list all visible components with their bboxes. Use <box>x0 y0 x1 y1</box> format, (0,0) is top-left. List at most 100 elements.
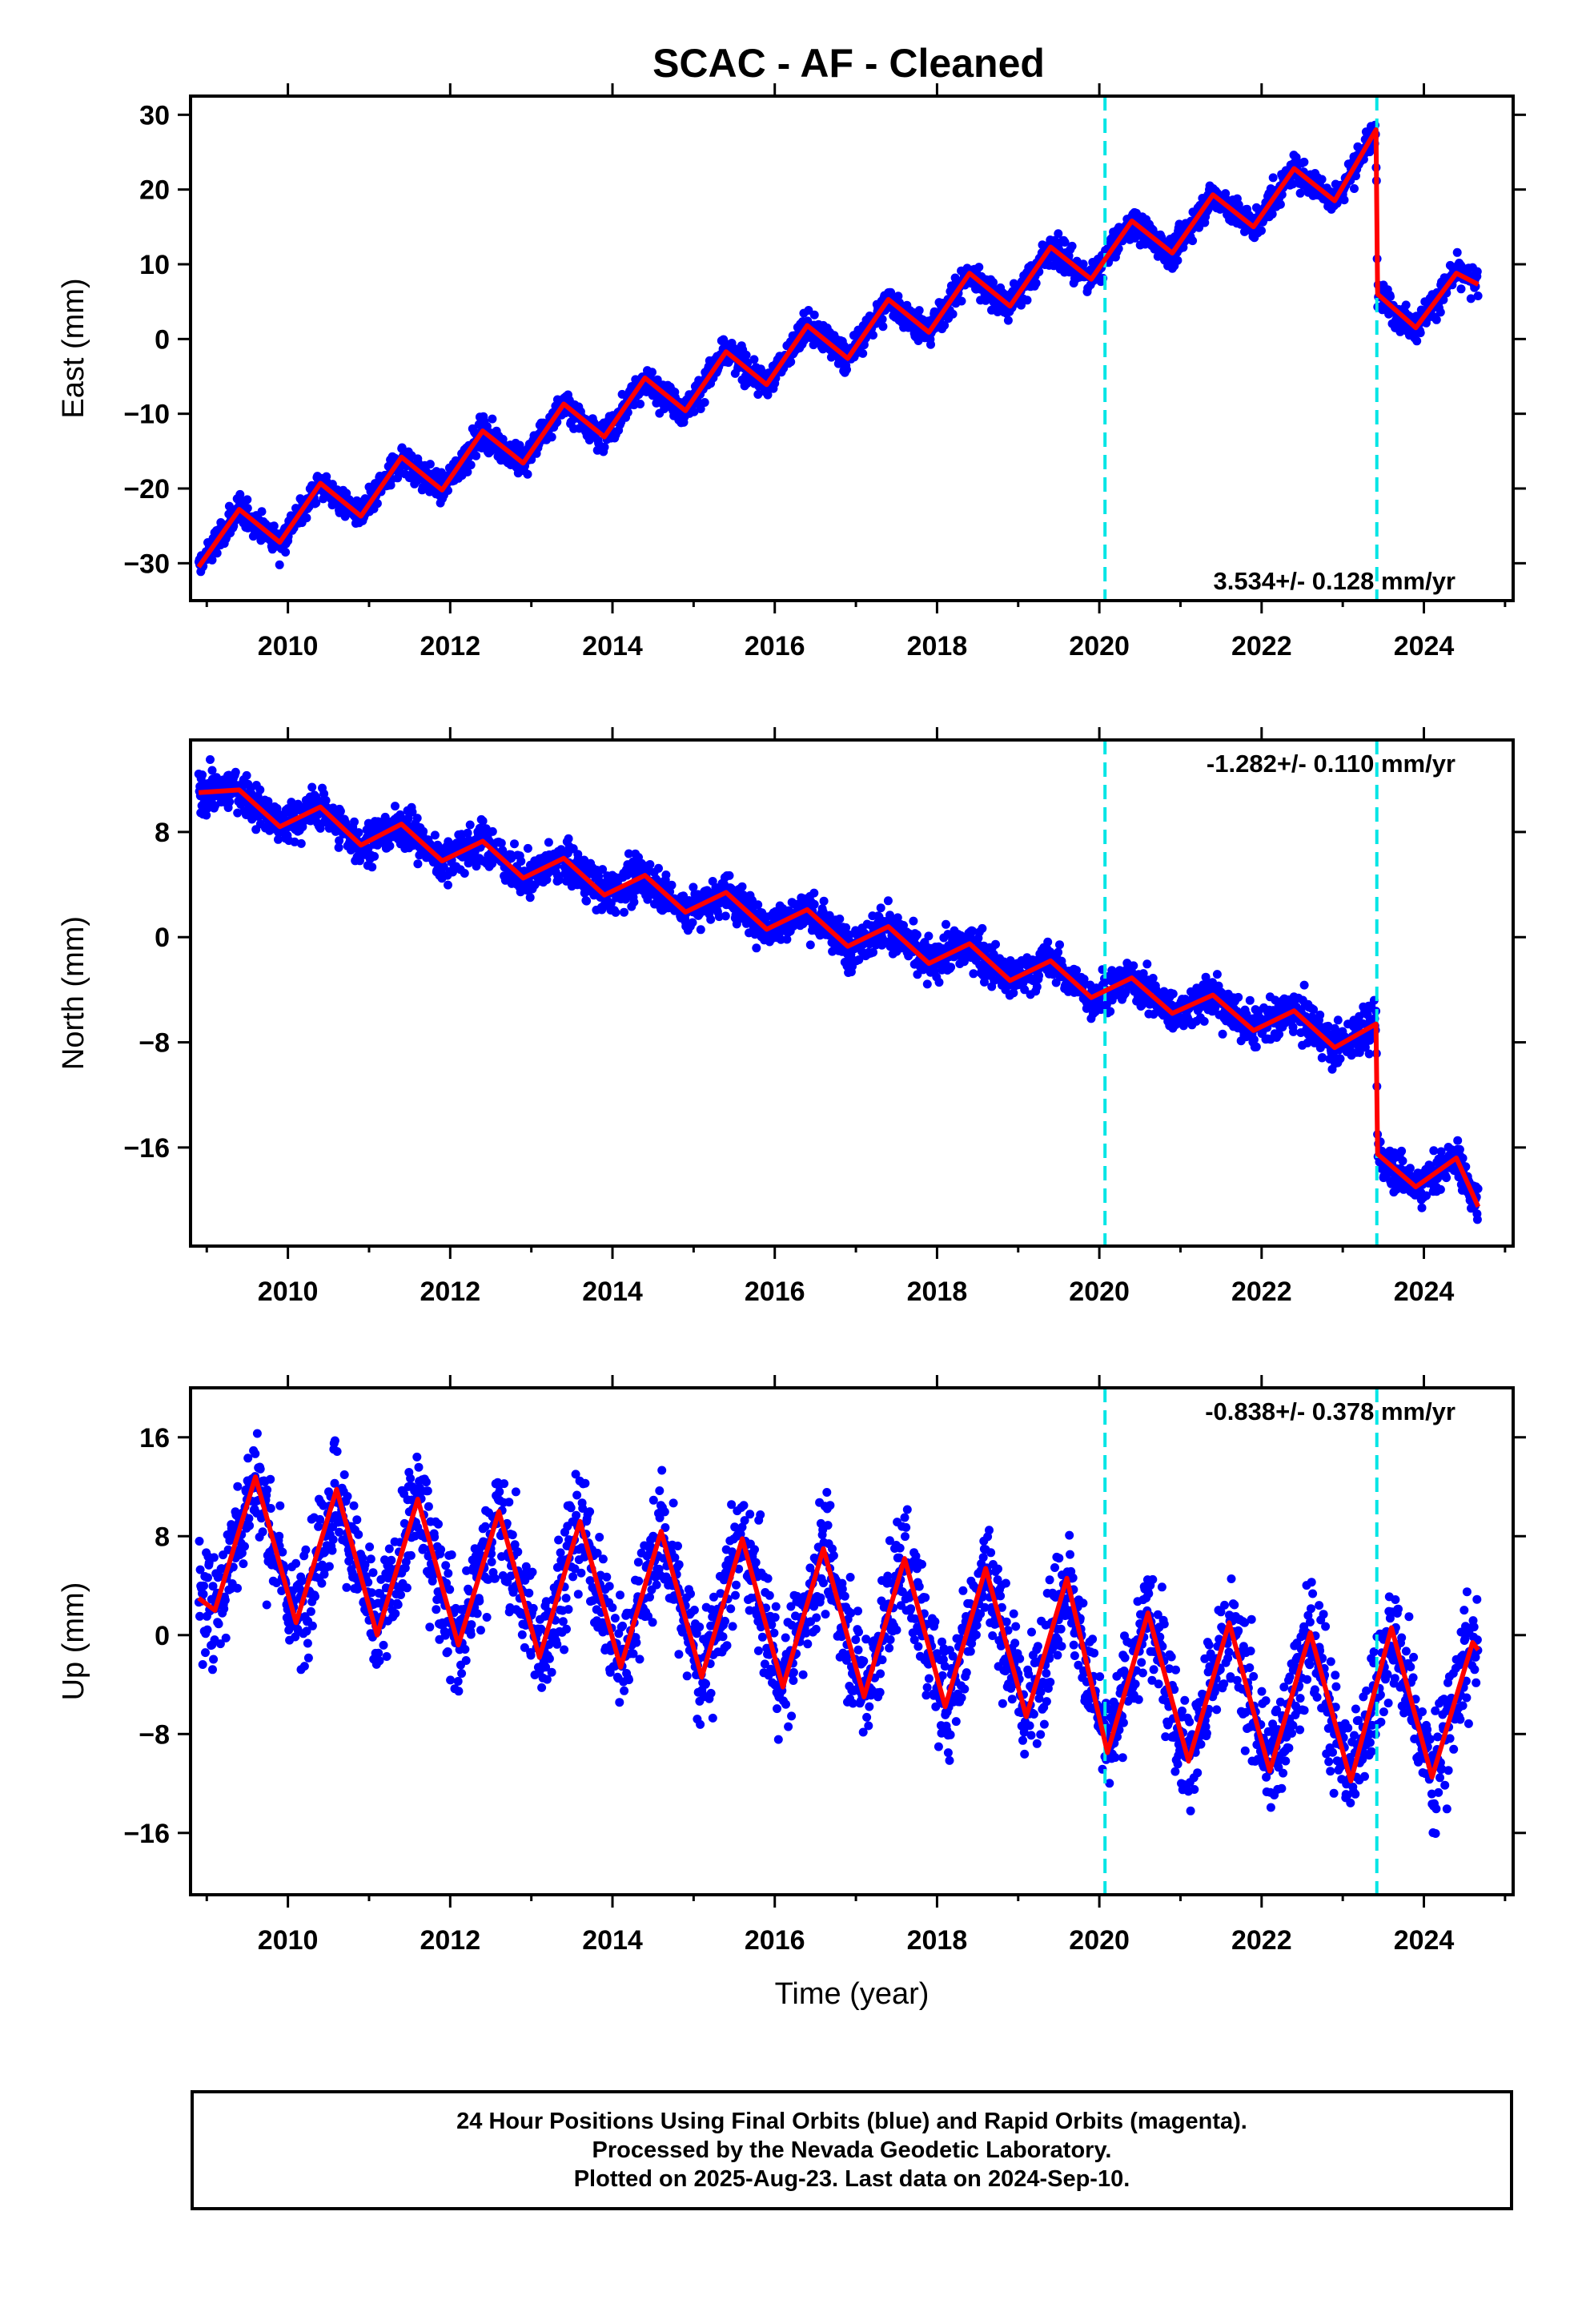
data-point <box>354 828 363 838</box>
data-point <box>688 918 697 927</box>
data-point <box>940 320 950 330</box>
data-point <box>202 810 211 820</box>
data-point <box>809 888 819 898</box>
data-point <box>753 900 763 910</box>
data-point <box>243 504 252 513</box>
y-tick-label: 30 <box>139 100 170 131</box>
data-point <box>1412 336 1422 346</box>
data-point <box>648 368 656 377</box>
data-point <box>700 398 709 407</box>
data-point <box>419 826 428 836</box>
x-tick-label: 2016 <box>745 631 805 661</box>
data-point <box>1067 241 1077 251</box>
data-point <box>263 797 273 806</box>
data-point <box>1054 229 1063 239</box>
data-point <box>946 963 956 972</box>
data-point <box>275 560 284 569</box>
x-tick-label: 2010 <box>258 631 319 661</box>
data-point <box>274 834 283 844</box>
data-point <box>367 862 377 872</box>
data-point <box>1022 296 1032 305</box>
data-point <box>1415 328 1425 338</box>
data-point <box>1055 940 1064 950</box>
data-point <box>989 278 998 287</box>
data-point <box>737 882 747 891</box>
data-point <box>1291 153 1301 162</box>
model-line-1 <box>196 127 1480 569</box>
data-point <box>934 978 944 987</box>
data-point <box>652 375 662 384</box>
data-point <box>335 836 344 846</box>
data-point <box>753 390 763 399</box>
data-point <box>430 830 440 840</box>
data-point <box>311 498 321 508</box>
data-point <box>198 770 207 780</box>
data-point <box>257 507 267 517</box>
data-point <box>1003 316 1013 325</box>
data-point <box>1199 1016 1209 1026</box>
x-tick-label: 2018 <box>907 631 968 661</box>
data-point <box>1386 292 1395 301</box>
plot-frame-1 <box>189 94 1515 602</box>
data-point <box>696 925 705 935</box>
data-point <box>460 869 469 878</box>
data-point <box>1212 970 1222 979</box>
data-point <box>645 860 655 869</box>
data-point <box>463 828 472 838</box>
data-point <box>1435 308 1445 317</box>
data-point <box>809 899 819 909</box>
data-point <box>974 263 984 272</box>
data-point <box>319 494 328 504</box>
data-point <box>463 467 472 476</box>
data-point <box>412 814 422 823</box>
data-point <box>1289 1027 1298 1036</box>
data-point <box>922 979 932 989</box>
data-point <box>444 880 452 890</box>
data-point <box>1335 1054 1345 1063</box>
data-point <box>397 443 407 452</box>
data-point <box>334 842 343 852</box>
data-point <box>488 414 497 424</box>
data-point <box>582 896 592 906</box>
data-point <box>1234 200 1243 210</box>
y-tick-label: −10 <box>123 400 170 430</box>
data-point <box>991 939 1000 949</box>
data-point <box>439 862 448 871</box>
data-point <box>1043 937 1053 947</box>
data-point <box>600 442 609 452</box>
data-point <box>805 940 815 950</box>
chart-title: SCAC - AF - Cleaned <box>652 41 1045 86</box>
y-tick-label: −30 <box>123 549 170 579</box>
data-point <box>978 923 987 933</box>
data-point <box>1168 989 1178 999</box>
data-point <box>296 838 306 848</box>
data-point <box>858 348 868 358</box>
y-tick-label: −20 <box>123 474 170 505</box>
data-point <box>472 451 481 460</box>
data-point <box>1351 171 1360 181</box>
data-point <box>1350 184 1359 193</box>
data-point <box>1472 267 1482 276</box>
data-point <box>1401 300 1411 310</box>
data-point <box>1452 247 1462 257</box>
data-point <box>281 548 291 557</box>
data-point <box>1251 1042 1261 1051</box>
data-point <box>269 521 279 531</box>
data-point <box>842 365 851 374</box>
data-point <box>869 331 877 340</box>
data-point <box>1473 292 1483 300</box>
data-point <box>1267 209 1277 219</box>
data-point <box>307 782 317 792</box>
data-point <box>636 400 645 408</box>
data-point <box>465 820 475 830</box>
data-point <box>319 789 329 798</box>
x-tick-label: 2014 <box>582 631 643 661</box>
data-point <box>819 896 829 906</box>
data-point <box>542 875 552 884</box>
data-point <box>948 309 958 319</box>
data-point <box>231 767 240 777</box>
data-point <box>298 822 307 831</box>
data-point <box>667 880 677 890</box>
